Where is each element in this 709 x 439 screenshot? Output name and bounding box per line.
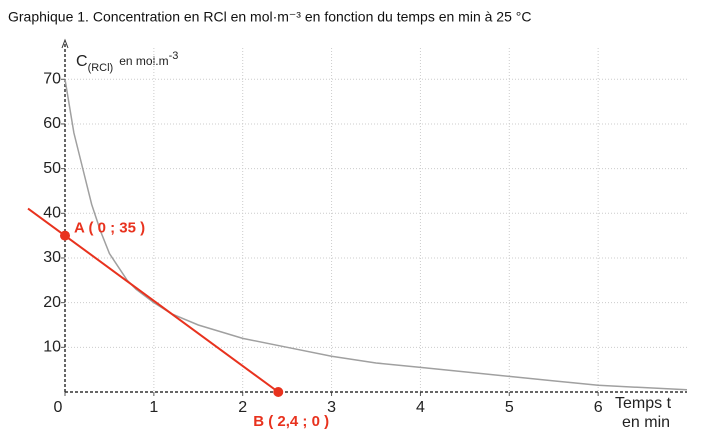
x-tick-label: 1 (149, 399, 158, 416)
x-tick-label: 5 (505, 399, 514, 416)
tangent-point (60, 230, 70, 241)
point-label: A ( 0 ; 35 ) (74, 220, 145, 237)
x-tick-label: 4 (416, 399, 425, 416)
x-axis-unit: en min (622, 414, 670, 431)
chart-title: Graphique 1. Concentration en RCl en mol… (8, 9, 531, 25)
y-label-unit: en mol.m (119, 54, 168, 68)
y-label-exp: -3 (169, 50, 179, 62)
x-tick-label: 2 (238, 399, 247, 416)
y-tick-label: 20 (43, 294, 61, 311)
y-tick-label: 30 (43, 249, 61, 266)
y-tick-label: 10 (43, 339, 61, 356)
point-label: B ( 2,4 ; 0 ) (253, 413, 329, 430)
y-label-main: C (76, 53, 88, 70)
x-axis-label: Temps t (615, 395, 672, 412)
tangent-extension (27, 207, 66, 237)
y-axis-arrow (61, 38, 69, 49)
y-tick-label: 60 (43, 115, 61, 132)
data-line (64, 79, 688, 391)
y-label-sub: (RCl) (88, 62, 114, 74)
x-tick-label: 3 (327, 399, 336, 416)
y-tick-label: 70 (43, 70, 61, 87)
y-tick-label: 50 (43, 160, 61, 177)
x-tick-label: 0 (54, 399, 63, 416)
y-axis-label: C(RCl) en mol.m-3 (76, 50, 178, 74)
tangent-line (64, 234, 279, 393)
y-tick-label: 40 (43, 205, 61, 222)
x-tick-label: 6 (594, 399, 603, 416)
tangent-point (273, 387, 284, 397)
